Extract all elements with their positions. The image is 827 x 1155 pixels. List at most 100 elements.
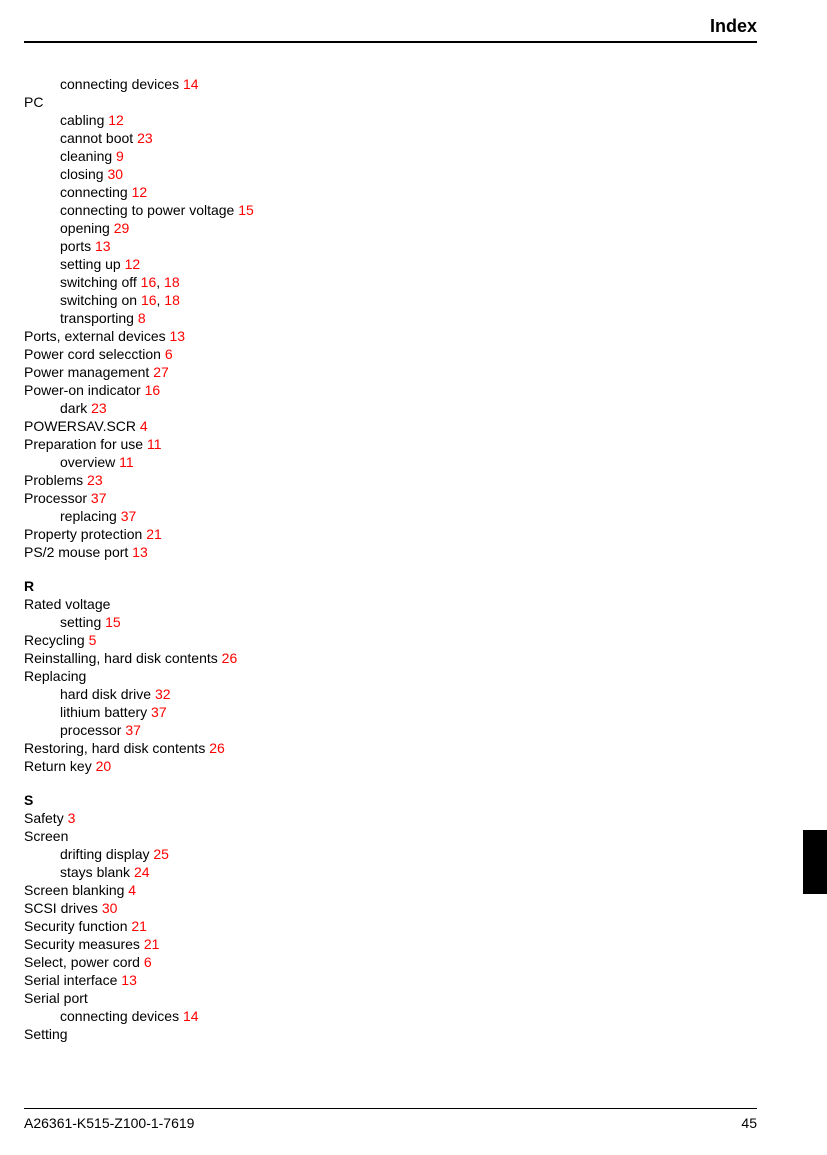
index-subentry: opening 29 xyxy=(24,219,757,237)
page-ref[interactable]: 23 xyxy=(87,472,103,488)
page-ref[interactable]: 14 xyxy=(183,1008,199,1024)
page-ref[interactable]: 37 xyxy=(91,490,107,506)
page-ref[interactable]: 6 xyxy=(165,346,173,362)
page-ref[interactable]: 3 xyxy=(68,810,76,826)
page-ref[interactable]: 21 xyxy=(146,526,162,542)
page-ref[interactable]: 12 xyxy=(108,112,124,128)
page-ref[interactable]: 21 xyxy=(131,918,147,934)
index-subentry: processor 37 xyxy=(24,721,757,739)
page-ref[interactable]: 25 xyxy=(153,846,169,862)
entry-label: Problems xyxy=(24,472,83,488)
entry-label: Select, power cord xyxy=(24,954,140,970)
page-ref[interactable]: 37 xyxy=(151,704,167,720)
page-ref[interactable]: 13 xyxy=(121,972,137,988)
page-ref[interactable]: 30 xyxy=(107,166,123,182)
entry-label: Screen xyxy=(24,828,68,844)
entry-label: Processor xyxy=(24,490,87,506)
entry-label: cabling xyxy=(60,112,104,128)
entry-label: connecting to power voltage xyxy=(60,202,234,218)
index-subentry: lithium battery 37 xyxy=(24,703,757,721)
entry-label: SCSI drives xyxy=(24,900,98,916)
page-ref[interactable]: 15 xyxy=(105,614,121,630)
page-ref[interactable]: 9 xyxy=(116,148,124,164)
page-ref[interactable]: 37 xyxy=(121,508,137,524)
entry-label: Restoring, hard disk contents xyxy=(24,740,205,756)
index-entry: PS/2 mouse port 13 xyxy=(24,543,757,561)
entry-label: Return key xyxy=(24,758,92,774)
page-ref[interactable]: 29 xyxy=(114,220,130,236)
entry-label: processor xyxy=(60,722,121,738)
entry-label: Security measures xyxy=(24,936,140,952)
index-entry: Replacing xyxy=(24,667,757,685)
entry-label: Preparation for use xyxy=(24,436,143,452)
index-entry: Property protection 21 xyxy=(24,525,757,543)
entry-label: Security function xyxy=(24,918,128,934)
page-ref[interactable]: 16 xyxy=(141,274,157,290)
index-subentry: setting up 12 xyxy=(24,255,757,273)
entry-label: connecting devices xyxy=(60,1008,179,1024)
entry-label: stays blank xyxy=(60,864,130,880)
page-ref[interactable]: 24 xyxy=(134,864,150,880)
entry-label: Serial interface xyxy=(24,972,117,988)
page-ref[interactable]: 16 xyxy=(145,382,161,398)
page-ref[interactable]: 32 xyxy=(155,686,171,702)
entry-label: Recycling xyxy=(24,632,85,648)
entry-label: Ports, external devices xyxy=(24,328,166,344)
page-ref[interactable]: 13 xyxy=(170,328,186,344)
page-ref[interactable]: 18 xyxy=(164,292,180,308)
page-ref[interactable]: 30 xyxy=(102,900,118,916)
page-ref[interactable]: 6 xyxy=(144,954,152,970)
index-entry: Power-on indicator 16 xyxy=(24,381,757,399)
index-entry: Security function 21 xyxy=(24,917,757,935)
page-ref[interactable]: 4 xyxy=(128,882,136,898)
entry-label: Reinstalling, hard disk contents xyxy=(24,650,218,666)
entry-label: Power cord selecction xyxy=(24,346,161,362)
section-label: R xyxy=(24,578,34,594)
page-ref[interactable]: 15 xyxy=(238,202,254,218)
page-ref[interactable]: 13 xyxy=(132,544,148,560)
page-header: Index xyxy=(24,16,757,43)
page-ref[interactable]: 12 xyxy=(125,256,141,272)
entry-label: drifting display xyxy=(60,846,150,862)
index-subentry: connecting to power voltage 15 xyxy=(24,201,757,219)
page-ref[interactable]: 11 xyxy=(147,436,162,452)
page-ref[interactable]: 20 xyxy=(96,758,112,774)
entry-label: overview xyxy=(60,454,115,470)
entry-label: PC xyxy=(24,94,43,110)
entry-label: Safety xyxy=(24,810,64,826)
index-entry: PC xyxy=(24,93,757,111)
page-ref[interactable]: 23 xyxy=(91,400,107,416)
index-entry: Serial interface 13 xyxy=(24,971,757,989)
section-label: S xyxy=(24,792,33,808)
page-ref[interactable]: 18 xyxy=(164,274,180,290)
index-subentry: switching off 16, 18 xyxy=(24,273,757,291)
page-ref[interactable]: 26 xyxy=(222,650,238,666)
entry-label: dark xyxy=(60,400,87,416)
index-subentry: connecting devices 14 xyxy=(24,1007,757,1025)
page-ref[interactable]: 13 xyxy=(95,238,111,254)
page-ref[interactable]: 26 xyxy=(209,740,225,756)
index-entry: Recycling 5 xyxy=(24,631,757,649)
index-entry: Select, power cord 6 xyxy=(24,953,757,971)
index-subentry: connecting devices 14 xyxy=(24,75,757,93)
page-ref[interactable]: 8 xyxy=(138,310,146,326)
index-entry: Reinstalling, hard disk contents 26 xyxy=(24,649,757,667)
page-ref[interactable]: 5 xyxy=(89,632,97,648)
index-entry: POWERSAV.SCR 4 xyxy=(24,417,757,435)
page-ref[interactable]: 11 xyxy=(119,454,134,470)
index-entry: SCSI drives 30 xyxy=(24,899,757,917)
index-subentry: replacing 37 xyxy=(24,507,757,525)
page-ref[interactable]: 14 xyxy=(183,76,199,92)
entry-label: Power management xyxy=(24,364,149,380)
entry-label: Rated voltage xyxy=(24,596,110,612)
page-ref[interactable]: 37 xyxy=(125,722,141,738)
page-ref[interactable]: 4 xyxy=(140,418,148,434)
index-subentry: ports 13 xyxy=(24,237,757,255)
section-letter: S xyxy=(24,791,757,809)
page-ref[interactable]: 23 xyxy=(137,130,153,146)
page-ref[interactable]: 21 xyxy=(144,936,160,952)
index-subentry: transporting 8 xyxy=(24,309,757,327)
page-ref[interactable]: 12 xyxy=(132,184,148,200)
page-ref[interactable]: 16 xyxy=(141,292,157,308)
page-ref[interactable]: 27 xyxy=(153,364,169,380)
